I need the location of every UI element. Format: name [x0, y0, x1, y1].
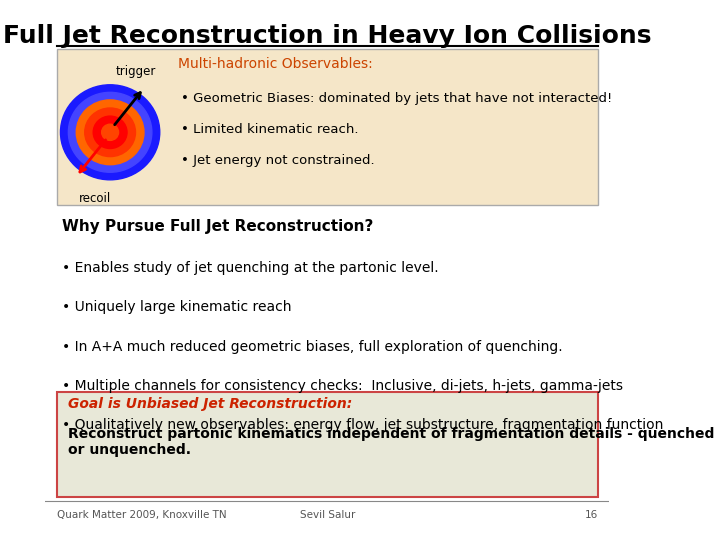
Text: • Jet energy not constrained.: • Jet energy not constrained.: [181, 154, 374, 167]
Circle shape: [85, 108, 135, 157]
Text: • In A+A much reduced geometric biases, full exploration of quenching.: • In A+A much reduced geometric biases, …: [62, 340, 563, 354]
Circle shape: [102, 124, 119, 140]
Text: Full Jet Reconstruction in Heavy Ion Collisions: Full Jet Reconstruction in Heavy Ion Col…: [3, 24, 652, 48]
Text: • Multiple channels for consistency checks:  Inclusive, di-jets, h-jets, gamma-j: • Multiple channels for consistency chec…: [62, 379, 624, 393]
Text: Multi-hadronic Observables:: Multi-hadronic Observables:: [178, 57, 372, 71]
Text: trigger: trigger: [116, 65, 156, 78]
Text: Goal is Unbiased Jet Reconstruction:: Goal is Unbiased Jet Reconstruction:: [68, 397, 352, 411]
Circle shape: [60, 85, 160, 180]
Text: recoil: recoil: [79, 192, 112, 205]
Text: 16: 16: [585, 510, 598, 521]
Text: Sevil Salur: Sevil Salur: [300, 510, 355, 521]
Text: • Limited kinematic reach.: • Limited kinematic reach.: [181, 123, 358, 136]
Text: Quark Matter 2009, Knoxville TN: Quark Matter 2009, Knoxville TN: [57, 510, 226, 521]
Circle shape: [93, 116, 127, 148]
FancyBboxPatch shape: [57, 392, 598, 497]
Circle shape: [76, 100, 144, 165]
FancyBboxPatch shape: [57, 49, 598, 205]
Text: • Qualitatively new observables: energy flow, jet substructure, fragmentation fu: • Qualitatively new observables: energy …: [62, 418, 664, 433]
Text: Reconstruct partonic kinematics independent of fragmentation details - quenched
: Reconstruct partonic kinematics independ…: [68, 427, 714, 457]
Circle shape: [68, 92, 152, 172]
Text: • Uniquely large kinematic reach: • Uniquely large kinematic reach: [62, 300, 292, 314]
Text: • Enables study of jet quenching at the partonic level.: • Enables study of jet quenching at the …: [62, 261, 438, 275]
Text: Why Pursue Full Jet Reconstruction?: Why Pursue Full Jet Reconstruction?: [62, 219, 374, 234]
Text: • Geometric Biases: dominated by jets that have not interacted!: • Geometric Biases: dominated by jets th…: [181, 92, 612, 105]
